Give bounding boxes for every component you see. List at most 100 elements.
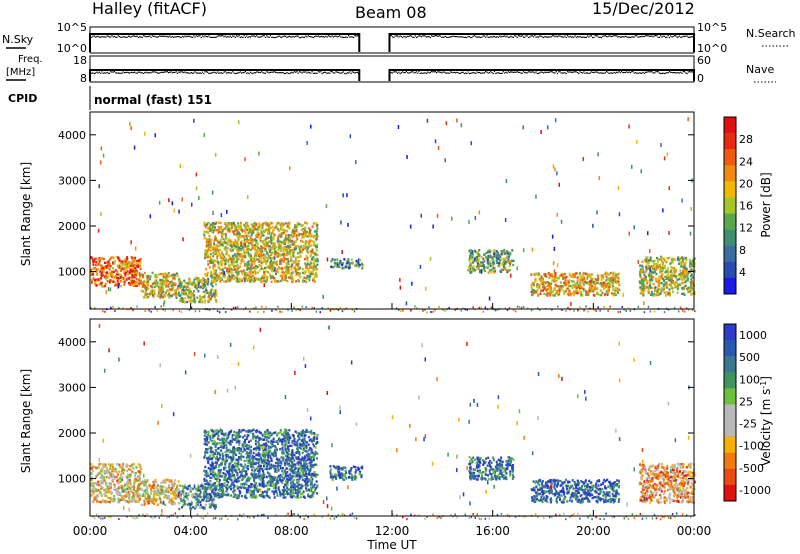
heat-cell [569, 284, 572, 288]
heat-cell [277, 228, 280, 231]
ground-scatter [194, 310, 197, 313]
heat-scatter [100, 212, 102, 217]
strip-dot [607, 36, 609, 38]
heat-cell [235, 241, 237, 244]
heat-scatter [552, 261, 555, 266]
heat-cell [359, 259, 361, 262]
heat-cell [490, 268, 493, 271]
heat-cell [242, 260, 245, 263]
heat-cell [106, 276, 109, 280]
heat-scatter [516, 266, 518, 271]
strip-dot [555, 71, 557, 73]
strip-dot [486, 71, 488, 73]
ground-scatter [416, 307, 418, 309]
heat-cell [498, 259, 501, 262]
strip-dot [404, 36, 406, 38]
strip-dot [423, 72, 425, 74]
strip-dot [603, 35, 605, 37]
strip-dot [281, 71, 283, 74]
heat-cell [658, 275, 661, 279]
heat-scatter [280, 233, 283, 238]
heat-cell [102, 273, 105, 276]
heat-cell [101, 257, 103, 260]
strip-dot [514, 35, 516, 37]
heat-cell [247, 225, 250, 229]
heat-cell [166, 279, 169, 283]
heat-cell [468, 265, 470, 269]
heat-cell [207, 227, 210, 230]
heat-cell [277, 252, 280, 255]
heat-cell [275, 279, 278, 282]
strip-dot [673, 35, 676, 37]
heat-cell [209, 240, 212, 243]
heat-cell [102, 465, 105, 468]
heat-cell [208, 225, 211, 229]
heat-cell [257, 226, 260, 229]
heat-cell [196, 279, 199, 282]
heat-cell [191, 281, 194, 284]
heat-cell [252, 224, 255, 227]
freq-tick-top: 18 [73, 54, 87, 67]
strip-dot [590, 71, 592, 73]
heat-cell [249, 238, 252, 242]
heat-cell [306, 262, 309, 265]
heat-cell [609, 282, 612, 285]
heat-cell [108, 486, 111, 489]
strip-dot [563, 72, 565, 74]
heat-cell [251, 245, 254, 248]
strip-dot [471, 37, 473, 39]
heat-cell [605, 291, 608, 294]
heat-cell [605, 279, 608, 282]
strip-dot [179, 71, 181, 73]
strip-dot [575, 36, 577, 38]
heat-cell [205, 238, 208, 241]
strip-dot [296, 35, 298, 37]
strip-dot [409, 71, 411, 74]
heat-cell [607, 291, 610, 294]
heat-scatter [553, 246, 556, 251]
strip-dot [219, 35, 221, 37]
strip-dot [311, 36, 313, 38]
heat-cell [593, 294, 596, 297]
strip-dot [605, 35, 608, 38]
strip-dot [178, 71, 180, 73]
ground-scatter [156, 309, 158, 312]
heat-cell [272, 265, 275, 268]
heat-cell [164, 272, 167, 275]
heat-cell [219, 276, 222, 280]
heat-cell [296, 273, 299, 276]
heat-cell [558, 275, 561, 278]
heat-cell [502, 260, 505, 263]
heat-cell [271, 230, 274, 234]
heat-cell [310, 233, 313, 236]
ground-scatter [110, 306, 112, 309]
heat-cell [260, 280, 262, 283]
strip-dot [349, 36, 351, 38]
heat-cell [690, 280, 693, 283]
strip-dot [101, 36, 103, 38]
heat-cell [539, 279, 542, 282]
heat-cell [303, 257, 306, 261]
heat-cell [653, 289, 656, 292]
colorbar-swatch [724, 213, 736, 231]
heat-cell [267, 231, 269, 234]
heat-cell [178, 284, 181, 288]
strip-dot [355, 71, 357, 73]
heat-cell [166, 289, 169, 292]
heat-cell [269, 248, 272, 251]
heat-cell [228, 274, 231, 277]
strip-dot [424, 72, 426, 74]
heat-cell [139, 264, 142, 267]
heat-scatter [647, 231, 649, 236]
heat-cell [131, 283, 133, 287]
heat-cell [468, 257, 471, 260]
heat-cell [226, 267, 229, 270]
heat-cell [641, 268, 644, 272]
heat-cell [588, 284, 591, 287]
heat-cell [689, 263, 692, 266]
heat-cell [98, 260, 101, 263]
heat-cell [581, 275, 584, 279]
heat-cell [102, 267, 104, 270]
heat-cell [300, 239, 302, 242]
heat-cell [238, 226, 241, 229]
